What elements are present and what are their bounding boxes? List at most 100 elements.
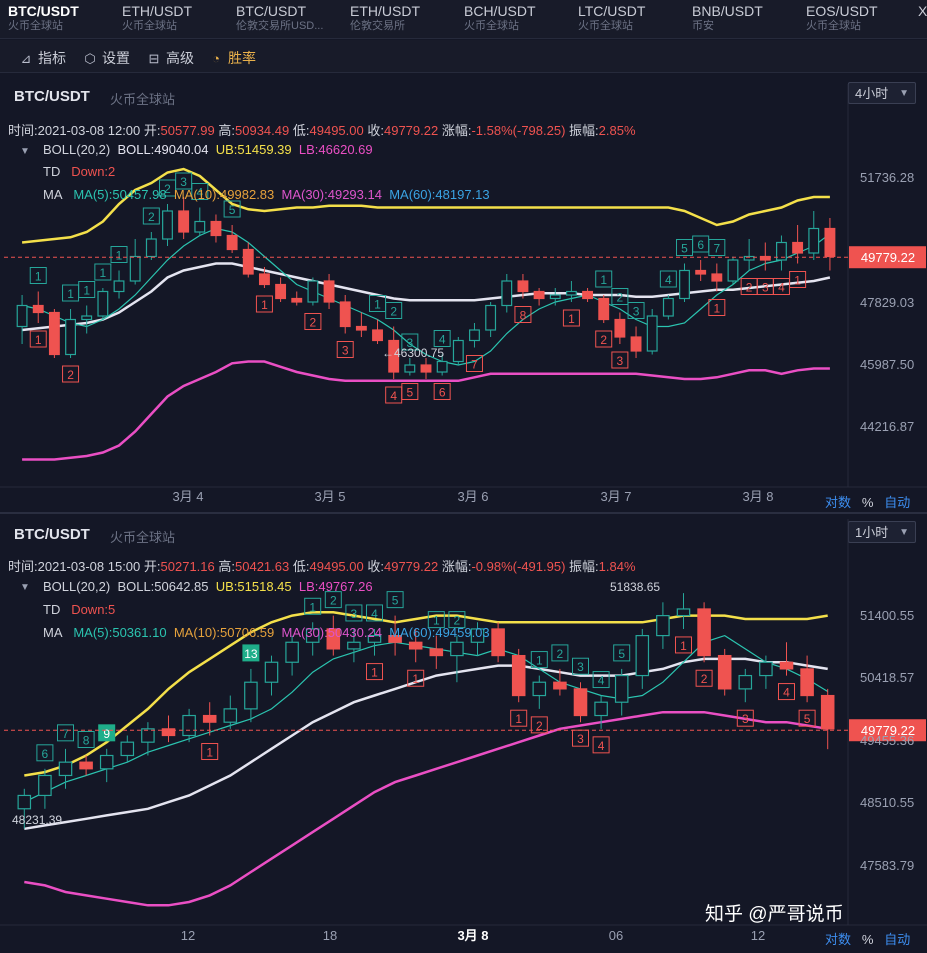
td-buy-count: 3 bbox=[180, 175, 187, 189]
log-scale-toggle[interactable]: 对数 bbox=[825, 932, 852, 947]
winrate-button[interactable]: ◔ 胜率 bbox=[208, 48, 256, 68]
collapse-indicators-icon[interactable]: ▼ bbox=[20, 582, 30, 593]
candle-up bbox=[436, 360, 448, 373]
auto-scale-toggle[interactable]: 自动 bbox=[884, 932, 911, 947]
y-tick-label: 44216.87 bbox=[860, 419, 914, 434]
tab-overflow[interactable]: X bbox=[918, 3, 927, 19]
candle-down bbox=[511, 654, 526, 697]
td-buy-count: 3 bbox=[406, 336, 413, 350]
td-sell-count: 2 bbox=[600, 333, 607, 347]
tab-eth-usdt-london[interactable]: ETH/USDT 伦敦交易所 bbox=[350, 3, 462, 33]
interval-value: 4小时 bbox=[855, 86, 889, 101]
td-sell-count: 3 bbox=[577, 732, 584, 746]
change-label: 涨幅: bbox=[441, 123, 472, 138]
chart-toolbar: ⊿ 指标 ⬡ 设置 ⊟ 高级 ◔ 胜率 bbox=[0, 40, 927, 73]
tab-eos-usdt[interactable]: EOS/USDT 火币全球站 bbox=[806, 3, 918, 33]
candle-down bbox=[420, 364, 432, 373]
amp-value: 2.85% bbox=[598, 123, 636, 138]
candle-down bbox=[210, 220, 222, 237]
td-buy-setup-box bbox=[175, 172, 193, 190]
td-buy-count: 2 bbox=[454, 614, 461, 628]
tab-exchange: 火币全球站 bbox=[578, 20, 633, 32]
percent-toggle[interactable]: % bbox=[861, 495, 874, 510]
td-buy-setup-box bbox=[386, 591, 404, 609]
interval-select[interactable]: 4小时 ▼ bbox=[848, 82, 916, 104]
candle-down bbox=[573, 688, 588, 717]
boll-upper-band-line bbox=[21, 167, 830, 244]
ma30-value: MA(30):50430.24 bbox=[281, 625, 382, 640]
td-buy-setup-box bbox=[613, 644, 631, 662]
auto-scale-toggle[interactable]: 自动 bbox=[884, 495, 911, 510]
td-sell-count: 7 bbox=[471, 358, 478, 372]
td-sell-count: 4 bbox=[778, 281, 785, 295]
high-label: 高: bbox=[218, 559, 236, 574]
collapse-indicators-icon[interactable]: ▼ bbox=[20, 146, 30, 157]
td-sell-setup-box bbox=[789, 271, 807, 288]
candle-up bbox=[162, 210, 173, 240]
candle-up bbox=[367, 635, 382, 643]
td-value: Down:2 bbox=[71, 164, 116, 179]
td-buy-setup-box bbox=[572, 657, 589, 675]
boll-lower-band-line bbox=[24, 710, 828, 907]
low-value: 49495.00 bbox=[309, 559, 364, 574]
tab-bnb-usdt[interactable]: BNB/USDT 币安 bbox=[692, 3, 804, 33]
td-buy-setup-box bbox=[708, 239, 726, 256]
candle-up bbox=[469, 329, 480, 342]
open-value: 50577.99 bbox=[160, 123, 215, 138]
ma-legend: MA MA(5):50361.10 MA(10):50706.59 MA(30)… bbox=[43, 625, 490, 640]
log-scale-toggle[interactable]: 对数 bbox=[825, 495, 852, 510]
td-buy-count: 1 bbox=[600, 273, 607, 287]
tab-bch-usdt[interactable]: BCH/USDT 火币全球站 bbox=[464, 3, 576, 33]
td-buy-setup-box bbox=[385, 302, 403, 319]
y-tick-label: 47583.79 bbox=[860, 858, 914, 873]
boll-ub-value: UB:51518.45 bbox=[215, 579, 292, 594]
indicators-button[interactable]: ⊿ 指标 bbox=[18, 48, 66, 68]
tab-eth-usdt-huobi[interactable]: ETH/USDT 火币全球站 bbox=[122, 3, 234, 33]
td-sell-setup-box bbox=[736, 709, 754, 727]
y-tick-label: 49455.36 bbox=[860, 733, 914, 748]
td-buy-count: 8 bbox=[83, 733, 90, 747]
panel-exchange: 火币全球站 bbox=[110, 530, 176, 545]
percent-toggle[interactable]: % bbox=[861, 932, 874, 947]
y-tick-label: 50418.57 bbox=[860, 670, 914, 685]
candle-up bbox=[58, 761, 73, 777]
candle-down bbox=[408, 641, 423, 650]
panel-title: BTC/USDT bbox=[14, 88, 90, 105]
candle-down bbox=[161, 728, 176, 737]
settings-button[interactable]: ⬡ 设置 bbox=[82, 48, 130, 68]
tab-pair: BTC/USDT bbox=[8, 3, 79, 19]
td-buy-count: 5 bbox=[229, 203, 236, 217]
candle-up bbox=[656, 615, 670, 637]
td-buy-count: 2 bbox=[148, 210, 155, 224]
tab-btc-usdt-huobi[interactable]: BTC/USDT 火币全球站 bbox=[8, 3, 120, 33]
td-sell-count: 3 bbox=[617, 354, 624, 368]
td-sell-setup-box bbox=[675, 636, 692, 654]
candle-up bbox=[727, 259, 739, 282]
tab-btc-usdt-london[interactable]: BTC/USDT 伦敦交易所USD... bbox=[236, 3, 348, 33]
tab-pair: BCH/USDT bbox=[464, 3, 536, 19]
candle-down bbox=[800, 668, 814, 697]
close-label: 收: bbox=[367, 559, 384, 574]
candle-down bbox=[598, 297, 610, 321]
low-label: 低: bbox=[292, 559, 310, 574]
tab-exchange: 币安 bbox=[692, 20, 714, 32]
td-buy-count: 3 bbox=[351, 607, 358, 621]
td-buy-count: 1 bbox=[309, 600, 316, 614]
td-sell-count: 1 bbox=[371, 666, 378, 680]
td-buy-setup-box bbox=[530, 651, 548, 669]
ma10-value: MA(10):50706.59 bbox=[173, 625, 275, 640]
advanced-label: 高级 bbox=[166, 50, 194, 66]
td-sell-count: 2 bbox=[536, 719, 543, 733]
td-buy-count: 6 bbox=[697, 238, 704, 252]
tab-ltc-usdt[interactable]: LTC/USDT 火币全球站 bbox=[578, 3, 690, 33]
advanced-button[interactable]: ⊟ 高级 bbox=[146, 48, 194, 68]
td-buy-setup-box bbox=[427, 611, 445, 629]
candle-down bbox=[582, 290, 594, 300]
candle-up bbox=[776, 241, 787, 261]
candle-up bbox=[614, 674, 629, 703]
td-sell-count: 4 bbox=[390, 389, 397, 403]
candle-up bbox=[65, 318, 76, 356]
interval-select[interactable]: 1小时 ▼ bbox=[848, 521, 916, 543]
